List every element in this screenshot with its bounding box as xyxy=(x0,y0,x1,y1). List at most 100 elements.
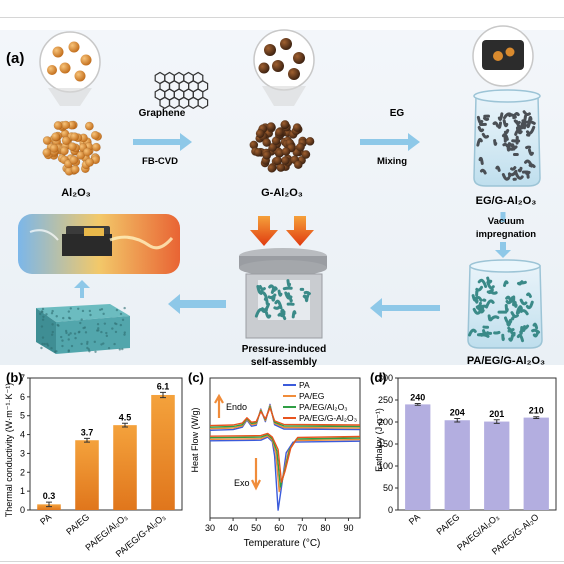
bar-0 xyxy=(37,504,61,510)
panel-c-ylabel: Heat Flow (W/g) xyxy=(190,407,200,472)
pressure-label-line2: self-assembly xyxy=(251,357,318,368)
bar-0 xyxy=(405,404,431,510)
pressure-label-line1: Pressure-induced xyxy=(242,344,326,355)
plot-frame xyxy=(209,377,361,519)
x-tick-label: 50 xyxy=(251,523,261,533)
y-tick-label: 6 xyxy=(20,392,25,402)
y-tick-label: 300 xyxy=(378,373,393,383)
eg-g-al2o3-beaker-illustration xyxy=(472,25,541,187)
graphene-label: Graphene xyxy=(139,108,186,119)
al2o3-particles-illustration xyxy=(39,31,103,176)
series-cooling-0 xyxy=(209,436,361,511)
al2o3-label: Al₂O₃ xyxy=(61,187,91,199)
data-label-0: 0.3 xyxy=(43,491,56,501)
eg-label: EG xyxy=(390,108,405,119)
pa-eg-g-al2o3-label: PA/EG/G-Al₂O₃ xyxy=(467,355,545,367)
bar-3 xyxy=(523,417,549,510)
arrow-down-vacuum xyxy=(495,242,511,258)
data-label-2: 201 xyxy=(489,409,504,419)
arrow-to-press xyxy=(370,298,440,318)
x-tick-label: 70 xyxy=(297,523,307,533)
panel-d-ylabel: Enthalpy (J·g⁻¹) xyxy=(374,408,384,472)
panel-c-xlabel: Temperature (°C) xyxy=(244,538,321,549)
g-al2o3-particles-illustration xyxy=(249,29,315,173)
arrow-to-eg-mixing xyxy=(360,133,420,151)
x-tick-label: 80 xyxy=(320,523,330,533)
error-bar-1 xyxy=(454,417,461,423)
x-tick-label: 30 xyxy=(205,523,215,533)
series-heating-3 xyxy=(209,407,361,427)
panel-b-ylabel: Thermal conductivity (W·m⁻¹·K⁻¹) xyxy=(4,383,14,518)
exo-label: Exo xyxy=(234,478,250,488)
y-tick-label: 3 xyxy=(20,448,25,458)
x-tick-label: 40 xyxy=(228,523,238,533)
category-label-1: PA/EG xyxy=(435,512,462,537)
data-label-3: 210 xyxy=(529,406,544,416)
vacuum-label-line1: Vacuum xyxy=(488,216,524,227)
error-bar-2 xyxy=(493,419,500,424)
endo-arrow xyxy=(214,393,224,418)
y-tick-label: 150 xyxy=(378,439,393,449)
x-tick-label: 60 xyxy=(274,523,284,533)
error-bar-1 xyxy=(84,437,90,443)
data-label-1: 204 xyxy=(450,407,465,417)
arrow-up-to-device xyxy=(74,280,90,298)
legend-entry-3: PA/EG/G-Al₂O₃ xyxy=(299,413,357,423)
data-label-0: 240 xyxy=(410,393,425,403)
legend-entry-1: PA/EG xyxy=(299,391,324,401)
plot-frame xyxy=(29,377,183,511)
eg-g-al2o3-label: EG/G-Al₂O₃ xyxy=(476,195,537,207)
exo-arrow xyxy=(251,458,261,491)
fbcvd-label: FB-CVD xyxy=(142,156,178,167)
y-tick-label: 50 xyxy=(383,483,393,493)
y-tick-label: 250 xyxy=(378,395,393,405)
arrow-to-composite-block xyxy=(168,294,226,314)
data-label-2: 4.5 xyxy=(119,412,132,422)
legend-entry-2: PA/EG/Al₂O₃ xyxy=(299,402,348,412)
panel-b-label: (b) xyxy=(6,370,23,385)
data-label-1: 3.7 xyxy=(81,427,94,437)
error-bar-0 xyxy=(46,501,52,508)
bar-2 xyxy=(484,421,510,510)
mixing-label: Mixing xyxy=(377,156,407,167)
error-bar-2 xyxy=(122,422,128,428)
data-label-3: 6.1 xyxy=(157,381,170,391)
arrow-to-g-al2o3 xyxy=(133,133,192,151)
category-label-0: PA xyxy=(407,512,422,527)
bar-3 xyxy=(151,394,175,510)
series-cooling-3 xyxy=(209,432,361,483)
bar-2 xyxy=(113,425,137,510)
thermal-device-illustration xyxy=(18,214,180,274)
bar-1 xyxy=(444,420,470,510)
error-bar-0 xyxy=(414,403,421,406)
bottom-border xyxy=(0,561,564,562)
y-tick-label: 7 xyxy=(20,373,25,383)
vacuum-label-line2: impregnation xyxy=(476,229,536,240)
bar-1 xyxy=(75,440,99,510)
error-bar-3 xyxy=(160,391,166,399)
y-tick-label: 0 xyxy=(388,505,393,515)
y-tick-label: 1 xyxy=(20,486,25,496)
y-tick-label: 5 xyxy=(20,411,25,421)
y-tick-label: 200 xyxy=(378,417,393,427)
top-border xyxy=(0,17,564,18)
y-tick-label: 4 xyxy=(20,430,25,440)
pressure-press-illustration xyxy=(239,216,327,339)
endo-label: Endo xyxy=(226,402,247,412)
g-al2o3-label: G-Al₂O₃ xyxy=(261,187,303,199)
panel-a-label: (a) xyxy=(6,50,24,67)
composite-block-illustration xyxy=(36,304,130,354)
y-tick-label: 2 xyxy=(20,467,25,477)
graphene-lattice-illustration xyxy=(154,71,209,109)
error-bar-3 xyxy=(533,416,540,419)
pa-eg-g-al2o3-beaker-illustration xyxy=(467,259,543,349)
panel-d-label: (d) xyxy=(370,370,387,385)
x-tick-label: 90 xyxy=(343,523,353,533)
y-tick-label: 100 xyxy=(378,461,393,471)
y-tick-label: 0 xyxy=(20,505,25,515)
